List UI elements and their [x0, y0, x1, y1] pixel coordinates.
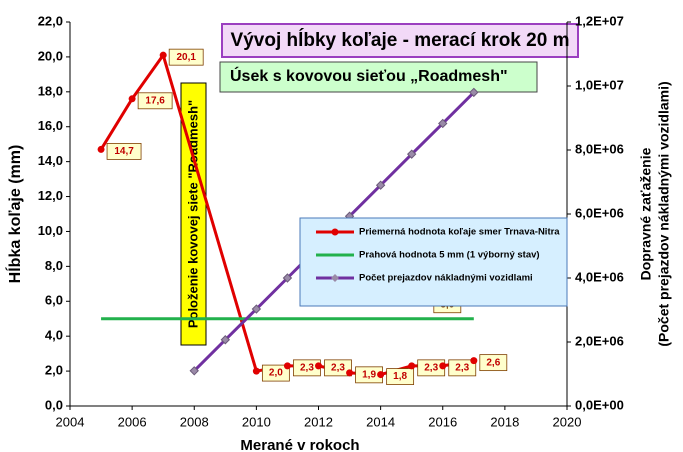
point — [128, 95, 136, 103]
data-label: 2,3 — [331, 362, 345, 373]
y2-tick-label: 1,2E+07 — [575, 13, 624, 28]
y-tick-label: 8,0 — [45, 258, 63, 273]
data-label: 14,7 — [114, 146, 134, 157]
y-tick-label: 22,0 — [38, 13, 63, 28]
x-tick-label: 2020 — [553, 414, 582, 429]
point — [375, 180, 386, 190]
data-label: 20,1 — [176, 52, 196, 63]
y-tick-label: 6,0 — [45, 293, 63, 308]
y-tick-label: 2,0 — [45, 363, 63, 378]
x-tick-label: 2012 — [304, 414, 333, 429]
y2-tick-label: 4,0E+06 — [575, 269, 624, 284]
y2-tick-label: 1,0E+07 — [575, 77, 624, 92]
data-label-box — [168, 48, 204, 66]
point — [346, 369, 354, 377]
y-tick-label: 20,0 — [38, 48, 63, 63]
data-label: 2,6 — [486, 357, 500, 368]
annotation: Položenie kovovej siete "Roadmesh" — [185, 100, 200, 328]
point — [438, 118, 448, 129]
data-label-box — [386, 368, 415, 385]
chart-title: Vývoj hĺbky koľaje - merací krok 20 m — [231, 29, 570, 51]
data-label: 2,3 — [455, 362, 469, 373]
x-tick-label: 2014 — [366, 414, 395, 429]
y-axis-label: Hĺbka koľaje (mm) — [4, 145, 24, 284]
x-tick-label: 2010 — [242, 414, 271, 429]
point — [189, 366, 199, 376]
data-label-box — [448, 359, 477, 377]
y-tick-label: 16,0 — [38, 118, 63, 133]
y2-tick-label: 2,0E+06 — [575, 333, 624, 348]
data-label: 1,8 — [393, 371, 407, 382]
point — [470, 357, 478, 365]
y2-tick-label: 6,0E+06 — [575, 205, 624, 220]
y-tick-label: 14,0 — [38, 153, 63, 168]
y-tick-label: 18,0 — [38, 83, 63, 98]
legend-marker — [331, 228, 339, 236]
data-label-box — [324, 359, 352, 377]
data-label: 2,3 — [424, 362, 438, 373]
legend-label: Priemerná hodnota koľaje smer Trnava-Nit… — [359, 227, 560, 238]
subtitle-box — [219, 61, 538, 93]
point — [220, 335, 231, 345]
y-tick-label: 4,0 — [45, 328, 63, 343]
data-label-box — [137, 92, 173, 110]
point — [282, 273, 293, 283]
point — [408, 362, 416, 370]
data-label-box — [479, 354, 508, 372]
data-label: 1,9 — [362, 369, 376, 380]
legend-marker — [331, 274, 339, 282]
data-label: 17,6 — [145, 95, 165, 106]
point — [97, 145, 105, 153]
data-label-box — [106, 143, 142, 160]
x-tick-label: 2004 — [56, 414, 85, 429]
x-axis-label: Merané v rokoch — [240, 437, 359, 452]
point — [252, 367, 260, 375]
y-tick-label: 0,0 — [45, 397, 63, 412]
x-tick-label: 2008 — [180, 414, 209, 429]
point — [251, 304, 262, 314]
data-label: 2,0 — [269, 368, 283, 379]
legend-label: Počet prejazdov nákladnými vozidlami — [359, 273, 533, 284]
y2-tick-label: 8,0E+06 — [575, 141, 624, 156]
point — [315, 362, 322, 370]
point — [406, 149, 417, 159]
y2-axis-label: (Počet prejazdov nákladnými vozidlami) — [656, 81, 672, 346]
y-tick-label: 10,0 — [38, 223, 63, 238]
point — [159, 51, 167, 59]
y2-tick-label: 0,0E+00 — [575, 397, 624, 412]
title-box — [221, 23, 579, 58]
chart-subtitle: Úsek s kovovou sieťou „Roadmesh" — [230, 66, 508, 85]
point — [283, 362, 291, 370]
point — [469, 87, 479, 98]
y-tick-label: 12,0 — [38, 188, 63, 203]
x-tick-label: 2018 — [490, 414, 519, 429]
point — [439, 362, 447, 370]
point — [377, 371, 385, 379]
data-label: 2,3 — [300, 362, 314, 373]
x-tick-label: 2006 — [118, 414, 147, 429]
x-tick-label: 2016 — [428, 414, 457, 429]
data-label-box — [261, 364, 290, 382]
y2-axis-label: Dopravné zaťaženie — [638, 147, 654, 280]
legend-label: Prahová hodnota 5 mm (1 výborný stav) — [359, 250, 540, 261]
